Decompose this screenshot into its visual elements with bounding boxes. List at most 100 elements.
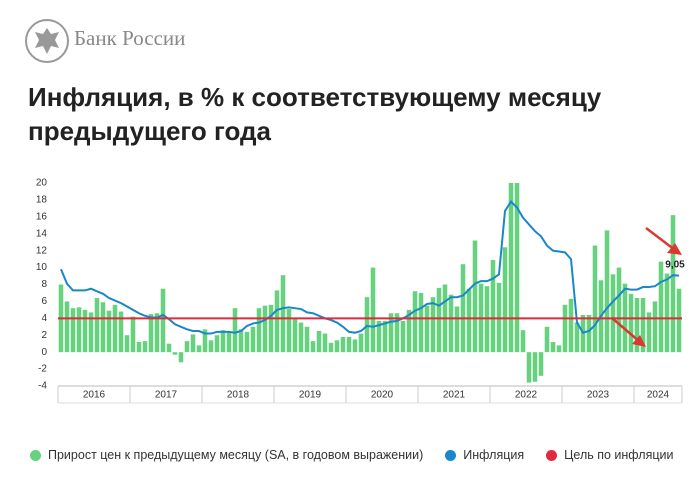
bar bbox=[100, 302, 106, 353]
bar bbox=[292, 319, 298, 353]
bar bbox=[646, 312, 652, 353]
legend-marker bbox=[445, 449, 457, 461]
bar bbox=[370, 267, 376, 353]
bar bbox=[130, 316, 136, 353]
bar bbox=[178, 352, 184, 363]
bar bbox=[94, 298, 100, 353]
bar bbox=[148, 314, 154, 353]
bar bbox=[142, 341, 148, 353]
bar bbox=[280, 275, 286, 353]
bar bbox=[514, 183, 520, 353]
bar bbox=[256, 308, 262, 353]
y-tick-label: 20 bbox=[36, 178, 48, 189]
bar bbox=[190, 334, 196, 353]
chart-title: Инфляция, в % к соответствующему месяцу … bbox=[28, 82, 602, 146]
legend-marker bbox=[30, 449, 41, 461]
y-tick-label: 14 bbox=[36, 228, 48, 239]
bar bbox=[586, 314, 592, 353]
bar bbox=[472, 240, 478, 353]
legend-item: Инфляция bbox=[445, 448, 524, 462]
x-tick-label: 2021 bbox=[443, 390, 466, 401]
bar bbox=[538, 352, 544, 376]
bar bbox=[448, 294, 454, 353]
bar bbox=[244, 331, 250, 353]
bar bbox=[88, 312, 94, 353]
bar bbox=[640, 298, 646, 353]
bar bbox=[628, 293, 634, 353]
bar bbox=[124, 335, 130, 353]
bar bbox=[424, 305, 430, 353]
bar bbox=[670, 215, 676, 353]
y-tick-label: 12 bbox=[36, 245, 48, 256]
logo bbox=[25, 19, 69, 63]
bar bbox=[76, 307, 82, 353]
bar bbox=[664, 273, 670, 353]
bar bbox=[412, 291, 418, 353]
bar bbox=[322, 333, 328, 353]
bar bbox=[112, 304, 118, 353]
legend-label: Прирост цен к предыдущему месяцу (SA, в … bbox=[48, 448, 424, 462]
bar bbox=[298, 322, 304, 353]
x-tick-label: 2016 bbox=[83, 390, 106, 401]
brand: Банк России bbox=[74, 26, 186, 50]
bar bbox=[592, 245, 598, 353]
bar bbox=[202, 329, 208, 353]
bar bbox=[520, 330, 526, 353]
bar bbox=[526, 352, 532, 383]
bar bbox=[346, 336, 352, 353]
bar bbox=[64, 301, 70, 353]
data-label: 9,05 bbox=[665, 259, 685, 270]
bar bbox=[232, 308, 238, 353]
bar bbox=[394, 313, 400, 353]
bar bbox=[490, 259, 496, 353]
line bbox=[60, 200, 680, 335]
y-tick-label: 0 bbox=[41, 347, 47, 358]
legend: Прирост цен к предыдущему месяцу (SA, в … bbox=[30, 448, 674, 462]
bar bbox=[610, 274, 616, 353]
bar bbox=[106, 310, 112, 353]
legend-marker bbox=[546, 449, 558, 461]
y-tick-label: 4 bbox=[41, 313, 47, 324]
x-tick-label: 2024 bbox=[647, 390, 670, 401]
bar bbox=[502, 247, 508, 353]
bar bbox=[334, 340, 340, 353]
bar bbox=[310, 341, 316, 353]
bar bbox=[568, 298, 574, 353]
bar bbox=[454, 306, 460, 353]
bar bbox=[652, 301, 658, 353]
bar bbox=[160, 288, 166, 353]
bar bbox=[436, 287, 442, 353]
bar bbox=[274, 290, 280, 353]
bar bbox=[70, 308, 76, 353]
bar bbox=[556, 345, 562, 353]
bar bbox=[466, 288, 472, 353]
bar bbox=[196, 345, 202, 353]
bar bbox=[220, 330, 226, 353]
bar bbox=[328, 342, 334, 353]
bar bbox=[676, 288, 682, 353]
bar bbox=[166, 343, 172, 353]
y-tick-label: 10 bbox=[36, 262, 48, 273]
bar bbox=[214, 335, 220, 353]
bar bbox=[82, 309, 88, 353]
bar bbox=[400, 320, 406, 353]
bar bbox=[562, 304, 568, 353]
bar bbox=[250, 326, 256, 353]
y-tick-label: 8 bbox=[41, 279, 47, 290]
x-tick-label: 2022 bbox=[515, 390, 538, 401]
lines: 9,05 bbox=[58, 200, 685, 335]
bar bbox=[616, 267, 622, 353]
bar bbox=[286, 309, 292, 353]
bar bbox=[136, 342, 142, 353]
bar bbox=[118, 311, 124, 353]
bar bbox=[430, 297, 436, 353]
bar bbox=[304, 326, 310, 353]
bar bbox=[508, 183, 514, 353]
legend-item: Прирост цен к предыдущему месяцу (SA, в … bbox=[30, 448, 423, 462]
bar bbox=[226, 331, 232, 353]
legend-item: Цель по инфляции bbox=[546, 448, 674, 462]
x-tick-label: 2018 bbox=[227, 390, 250, 401]
bar bbox=[316, 331, 322, 353]
bar bbox=[262, 305, 268, 353]
